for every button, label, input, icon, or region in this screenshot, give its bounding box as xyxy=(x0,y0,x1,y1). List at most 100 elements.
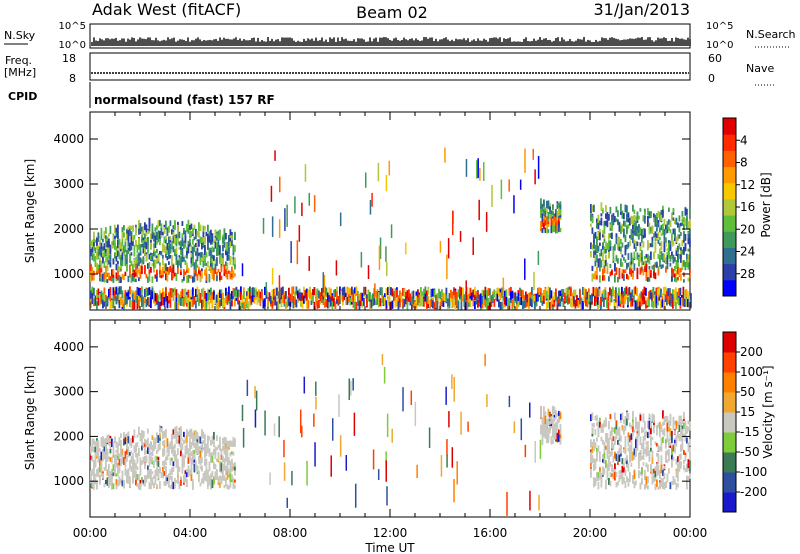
echo-cell xyxy=(118,266,121,272)
echo-cell xyxy=(165,235,167,240)
echo-cell xyxy=(590,466,592,470)
echo-cell xyxy=(306,292,308,301)
echo-cell xyxy=(639,242,642,248)
echo-cell xyxy=(151,223,154,233)
echo-cell xyxy=(232,288,235,297)
echo-cell xyxy=(523,300,526,309)
echo-cell xyxy=(175,255,178,265)
echo-cell xyxy=(144,483,146,487)
echo-cell xyxy=(669,262,672,267)
echo-cell xyxy=(232,436,235,445)
echo-cell xyxy=(645,300,647,309)
echo-cell xyxy=(148,269,151,275)
echo-cell xyxy=(609,451,612,457)
echo-cell xyxy=(663,286,665,295)
echo-streak xyxy=(274,150,276,161)
echo-cell xyxy=(130,289,133,298)
echo-cell xyxy=(211,269,214,273)
echo-cell xyxy=(100,249,103,258)
echo-cell xyxy=(220,475,223,483)
echo-cell xyxy=(656,212,658,221)
echo-cell xyxy=(671,233,673,243)
echo-cell xyxy=(680,232,682,236)
echo-cell xyxy=(644,431,646,440)
echo-cell xyxy=(585,288,587,297)
x-tick-label: 16:00 xyxy=(473,526,508,540)
echo-cell xyxy=(602,207,604,212)
echo-cell xyxy=(304,290,307,299)
echo-cell xyxy=(636,433,639,440)
echo-cell xyxy=(121,475,124,480)
echo-cell xyxy=(541,422,544,430)
echo-cell xyxy=(351,293,353,302)
echo-cell xyxy=(274,297,277,306)
echo-cell xyxy=(629,240,631,244)
echo-cell xyxy=(673,298,676,307)
echo-cell xyxy=(234,466,236,471)
echo-streak xyxy=(242,428,245,448)
echo-cell xyxy=(144,475,146,484)
echo-cell xyxy=(657,288,659,297)
echo-cell xyxy=(223,241,226,248)
echo-cell xyxy=(546,301,548,310)
echo-cell xyxy=(645,446,648,450)
echo-cell xyxy=(151,471,154,475)
echo-cell xyxy=(228,270,230,274)
echo-cell xyxy=(686,214,688,219)
echo-cell xyxy=(154,457,157,462)
echo-cell xyxy=(682,298,685,307)
echo-cell xyxy=(198,436,200,443)
echo-cell xyxy=(610,289,613,298)
echo-cell xyxy=(555,222,557,232)
echo-cell xyxy=(174,430,176,439)
echo-cell xyxy=(187,466,190,473)
echo-streak xyxy=(453,376,455,402)
echo-cell xyxy=(605,241,607,250)
echo-cell xyxy=(138,485,140,490)
echo-cell xyxy=(127,247,130,251)
echo-cell xyxy=(109,293,112,302)
echo-cell xyxy=(675,293,677,302)
echo-cell xyxy=(540,288,542,297)
echo-cell xyxy=(117,442,119,452)
colorbar-tick-label: 12 xyxy=(740,178,755,192)
echo-cell xyxy=(141,460,143,465)
echo-cell xyxy=(207,480,209,490)
echo-cell xyxy=(151,435,154,441)
echo-cell xyxy=(546,200,548,209)
echo-cell xyxy=(647,277,649,282)
echo-cell xyxy=(198,239,200,247)
echo-cell xyxy=(138,261,140,266)
echo-cell xyxy=(627,297,629,306)
echo-cell xyxy=(114,243,116,250)
echo-cell xyxy=(147,465,149,474)
echo-cell xyxy=(196,442,199,448)
echo-cell xyxy=(190,451,193,457)
echo-cell xyxy=(187,431,190,437)
echo-cell xyxy=(219,245,221,251)
echo-cell xyxy=(126,443,128,450)
echo-cell xyxy=(553,423,556,432)
echo-streak xyxy=(538,494,540,511)
echo-cell xyxy=(214,234,217,238)
echo-cell xyxy=(159,250,161,255)
echo-cell xyxy=(680,415,682,422)
echo-cell xyxy=(611,440,613,449)
echo-cell xyxy=(114,224,116,234)
echo-cell xyxy=(237,296,239,305)
echo-cell xyxy=(558,415,560,420)
echo-streak xyxy=(255,390,258,411)
echo-cell xyxy=(94,479,97,485)
echo-cell xyxy=(210,287,212,296)
echo-cell xyxy=(586,291,589,300)
echo-cell xyxy=(668,438,670,444)
echo-cell xyxy=(675,435,678,443)
echo-cell xyxy=(562,299,565,308)
echo-streak xyxy=(241,263,244,277)
echo-cell xyxy=(187,448,190,453)
echo-cell xyxy=(602,459,604,463)
echo-cell xyxy=(558,217,560,225)
echo-cell xyxy=(390,287,392,296)
echo-cell xyxy=(657,453,660,462)
echo-cell xyxy=(657,269,660,276)
